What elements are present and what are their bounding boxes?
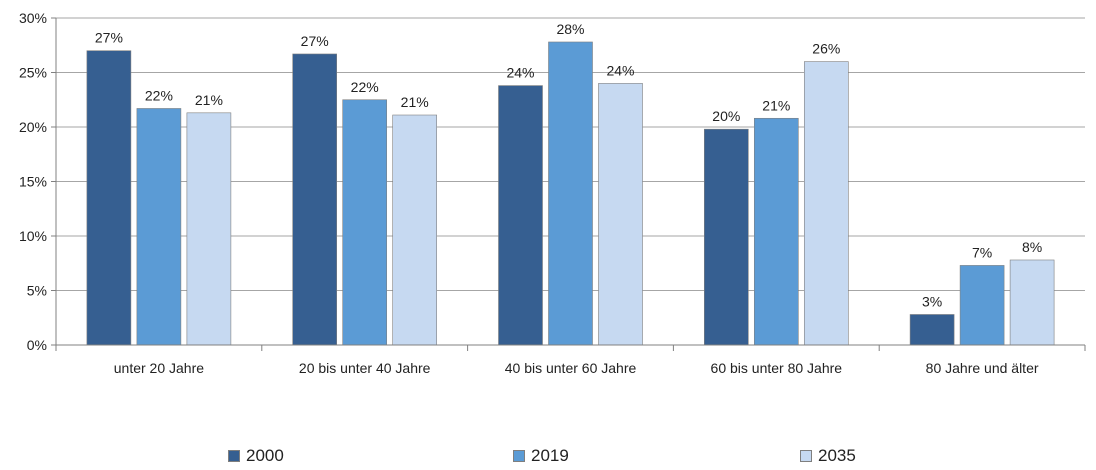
- category-label: unter 20 Jahre: [114, 360, 204, 376]
- bar-chart: 0% 5% 10% 15% 20% 25% 30% 27% 22% 21% unter 20 Jah…: [19, 10, 1086, 376]
- data-label: 21%: [195, 92, 223, 108]
- bar-2019: [136, 108, 182, 346]
- bar-2019: [342, 99, 388, 346]
- labels: 0% 5% 10% 15% 20% 25% 30% 27% 22% 21% unter 20 Jah…: [19, 10, 1042, 376]
- data-label: 3%: [922, 293, 942, 309]
- data-label: 26%: [812, 41, 840, 57]
- legend: 2000 2019 2035: [0, 446, 1096, 470]
- data-label: 22%: [351, 79, 379, 95]
- y-tick-label: 15%: [19, 174, 47, 190]
- bar-2035: [598, 83, 643, 346]
- data-label: 8%: [1022, 239, 1042, 255]
- bar-2035: [392, 114, 438, 346]
- category-label: 40 bis unter 60 Jahre: [505, 360, 637, 376]
- data-label: 27%: [95, 30, 123, 46]
- bar-2000: [909, 314, 955, 346]
- y-tick-label: 5%: [27, 283, 47, 299]
- category-label: 60 bis unter 80 Jahre: [711, 360, 843, 376]
- y-tick-label: 20%: [19, 119, 47, 135]
- legend-item-2019: 2019: [513, 446, 569, 466]
- bar-2000: [703, 128, 749, 346]
- data-label: 28%: [556, 21, 584, 37]
- data-label: 21%: [762, 97, 790, 113]
- bar-2000: [498, 85, 543, 346]
- bar-2035: [186, 112, 232, 346]
- data-label: 24%: [506, 65, 534, 81]
- category-label: 20 bis unter 40 Jahre: [299, 360, 431, 376]
- bar-2019: [548, 41, 593, 346]
- data-label: 21%: [401, 94, 429, 110]
- bar-2019: [753, 117, 799, 346]
- legend-label: 2035: [818, 446, 856, 465]
- data-label: 27%: [301, 33, 329, 49]
- y-tick-label: 10%: [19, 228, 47, 244]
- legend-item-2035: 2035: [800, 446, 856, 466]
- legend-swatch: [800, 450, 812, 462]
- data-label: 22%: [145, 87, 173, 103]
- bars: [86, 41, 1055, 346]
- bar-2000: [86, 50, 132, 346]
- data-label: 24%: [606, 62, 634, 78]
- bar-2000: [292, 53, 338, 346]
- category-label: 80 Jahre und älter: [926, 360, 1039, 376]
- legend-swatch: [228, 450, 240, 462]
- data-label: 7%: [972, 244, 992, 260]
- legend-swatch: [513, 450, 525, 462]
- legend-item-2000: 2000: [228, 446, 284, 466]
- bar-2035: [1009, 259, 1055, 346]
- y-tick-label: 0%: [27, 337, 47, 353]
- data-label: 20%: [712, 108, 740, 124]
- bar-2035: [803, 61, 849, 346]
- y-tick-label: 30%: [19, 10, 47, 26]
- legend-label: 2000: [246, 446, 284, 465]
- legend-label: 2019: [531, 446, 569, 465]
- y-tick-label: 25%: [19, 65, 47, 81]
- bar-2019: [959, 265, 1005, 346]
- axes: [51, 17, 1086, 351]
